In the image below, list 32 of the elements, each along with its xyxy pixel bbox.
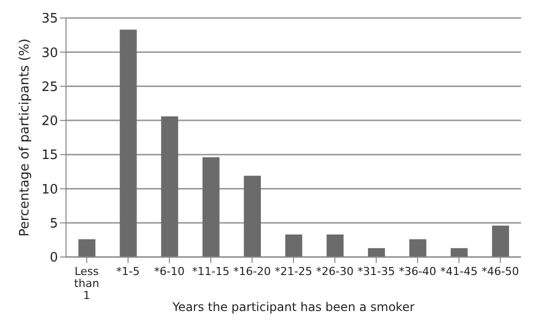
- bar: [202, 157, 220, 257]
- x-axis-title: Years the participant has been a smoker: [171, 300, 415, 314]
- y-tick-label: 30: [41, 46, 58, 61]
- bar: [326, 234, 344, 257]
- bar: [78, 239, 96, 257]
- bar: [244, 176, 261, 257]
- x-tick-label: *26-30: [316, 265, 354, 278]
- x-tick-label: *31-35: [357, 265, 395, 278]
- bar: [161, 116, 178, 257]
- y-tick-label: 5: [50, 216, 58, 232]
- bar: [368, 248, 385, 257]
- y-tick-label: 10: [41, 182, 58, 198]
- x-tick-label: *21-25: [274, 265, 312, 278]
- y-tick-label: 15: [41, 148, 58, 164]
- y-tick-label: 20: [41, 114, 58, 130]
- y-tick-label: 0: [50, 250, 58, 266]
- bar: [409, 239, 426, 257]
- x-tick-label: *41-45: [440, 265, 478, 278]
- x-tick-label: Less than 1: [74, 265, 100, 302]
- bar: [120, 30, 137, 257]
- x-tick-label: *16-20: [233, 265, 271, 278]
- x-tick-label: *46-50: [482, 265, 520, 278]
- x-tick-label: *11-15: [192, 265, 230, 278]
- y-tick-label: 35: [41, 12, 58, 27]
- x-tick-label: *36-40: [398, 265, 436, 278]
- y-axis-title: Percentage of participants (%): [18, 38, 33, 236]
- bar: [492, 226, 510, 257]
- x-tick-label: *6-10: [154, 265, 185, 278]
- bar: [285, 234, 302, 257]
- x-tick-label: *1-5: [116, 265, 140, 278]
- bar: [450, 248, 468, 257]
- y-tick-label: 25: [41, 80, 58, 95]
